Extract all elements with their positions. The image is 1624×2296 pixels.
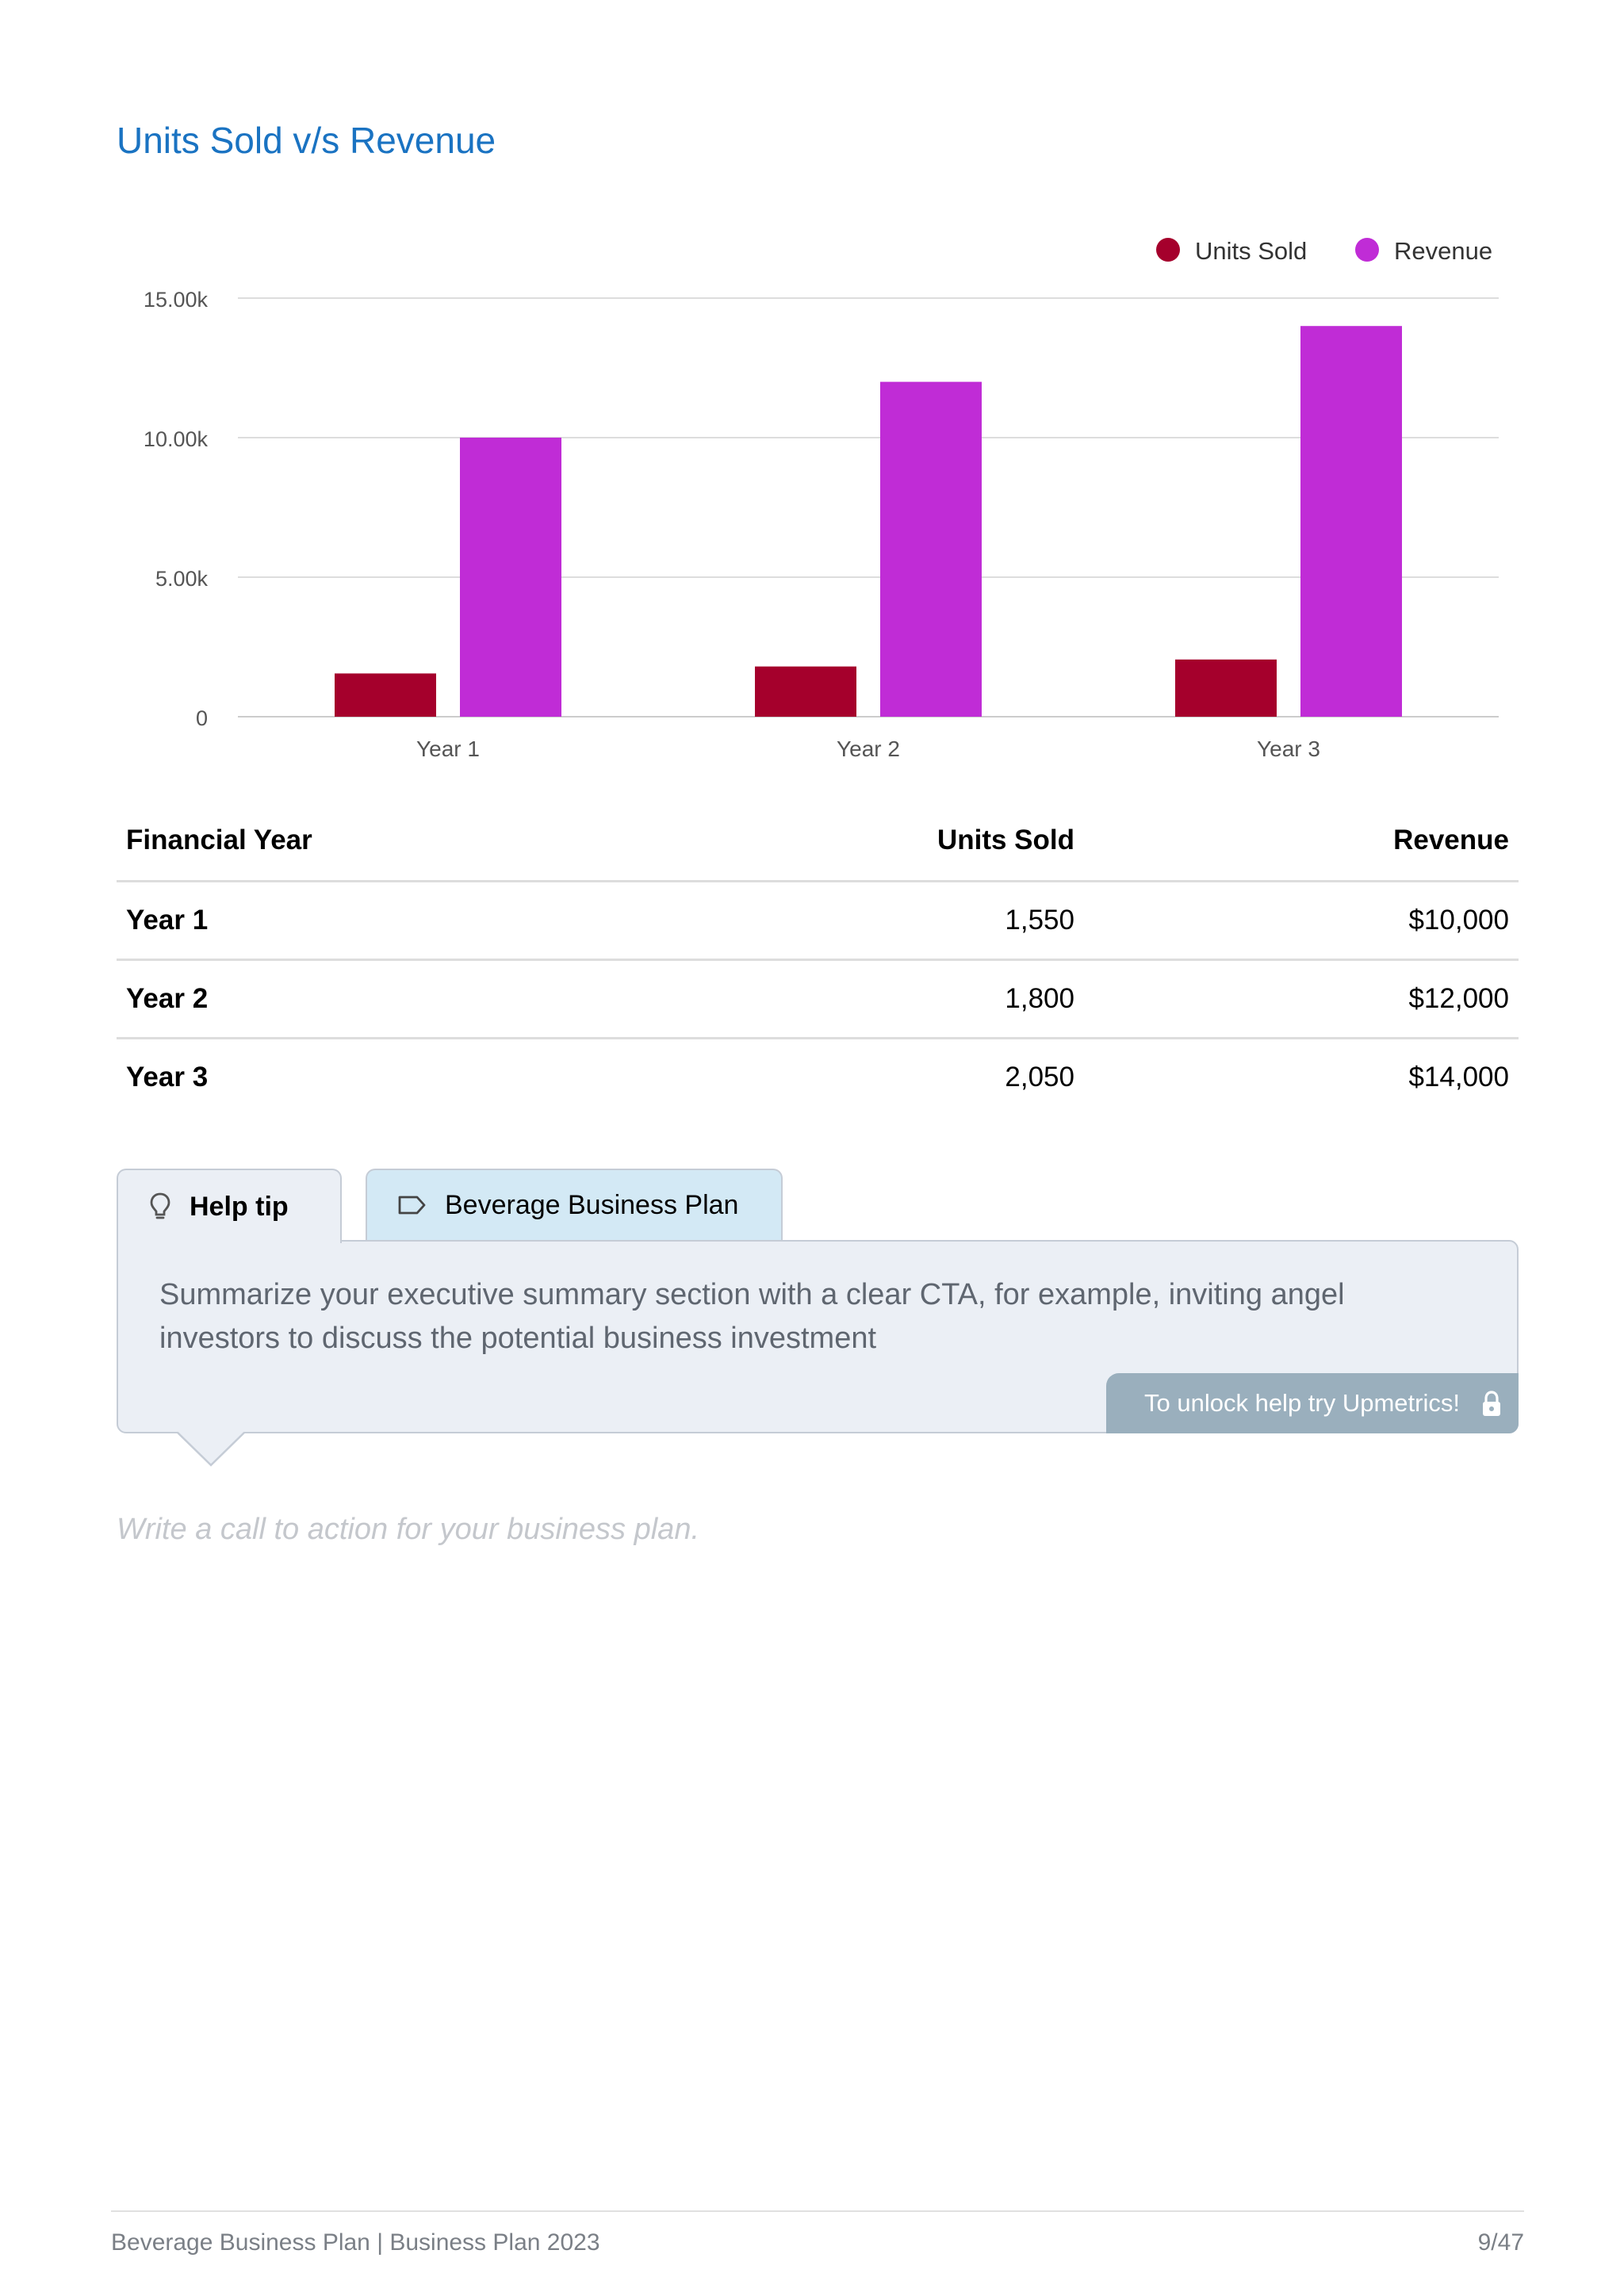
legend-label: Revenue: [1394, 237, 1492, 265]
legend-marker: [1355, 238, 1379, 262]
row-units-sold: 2,050: [1005, 1062, 1074, 1093]
row-year: Year 1: [126, 905, 209, 936]
footer-document-title: Beverage Business Plan | Business Plan 2…: [111, 2229, 600, 2256]
table-row: Year 2 1,800 $12,000: [117, 959, 1519, 1037]
tag-icon: [397, 1194, 427, 1216]
row-year: Year 3: [126, 1062, 209, 1093]
x-tick-label: Year 3: [1257, 737, 1320, 761]
legend-marker: [1156, 238, 1180, 262]
y-tick-label: 15.00k: [144, 288, 209, 312]
y-tick-label: 10.00k: [144, 427, 209, 451]
table-row: Year 1 1,550 $10,000: [117, 882, 1519, 959]
header-financial-year: Financial Year: [126, 825, 312, 855]
bar-revenue: [880, 381, 982, 717]
footer-divider: [111, 2210, 1524, 2212]
x-tick-label: Year 2: [837, 737, 900, 761]
help-tabs: Help tip Beverage Business Plan: [117, 1169, 1519, 1243]
tab-help-tip-label: Help tip: [190, 1191, 289, 1222]
header-units-sold: Units Sold: [936, 825, 1074, 855]
bar-revenue: [460, 438, 561, 717]
lock-icon: [1480, 1391, 1503, 1424]
bar-revenue: [1300, 326, 1402, 717]
section-title: Units Sold v/s Revenue: [117, 120, 496, 161]
row-year: Year 2: [126, 983, 209, 1014]
table-header-row: Financial Year Units Sold Revenue: [117, 801, 1519, 882]
unlock-help-label: To unlock help try Upmetrics!: [1144, 1389, 1460, 1417]
help-tip-panel: Help tip Beverage Business Plan Summariz…: [117, 1169, 1519, 1467]
bar-units-sold: [335, 673, 436, 717]
y-tick-label: 0: [196, 706, 208, 730]
row-units-sold: 1,800: [1005, 983, 1074, 1014]
tab-beverage-business-plan-label: Beverage Business Plan: [445, 1189, 739, 1220]
financial-table: Financial Year Units Sold Revenue Year 1…: [117, 801, 1519, 1115]
x-tick-label: Year 1: [416, 737, 480, 761]
row-revenue: $10,000: [1408, 905, 1509, 936]
tab-beverage-business-plan[interactable]: Beverage Business Plan: [366, 1169, 783, 1240]
help-tip-text: Summarize your executive summary section…: [159, 1278, 1345, 1355]
row-revenue: $12,000: [1408, 983, 1509, 1014]
bar-units-sold: [755, 666, 856, 717]
table-row: Year 3 2,050 $14,000: [117, 1037, 1519, 1115]
help-tip-box: Summarize your executive summary section…: [117, 1240, 1519, 1433]
y-tick-label: 5.00k: [155, 567, 209, 591]
unlock-help-button[interactable]: To unlock help try Upmetrics!: [1106, 1373, 1519, 1433]
cta-input-placeholder[interactable]: Write a call to action for your business…: [117, 1513, 700, 1546]
footer-page-number: 9/47: [1477, 2229, 1524, 2256]
tip-pointer: [177, 1432, 246, 1467]
legend-label: Units Sold: [1195, 237, 1307, 265]
row-units-sold: 1,550: [1005, 905, 1074, 936]
units-revenue-bar-chart: 0 5.00k 10.00k 15.00k Year 1 Year 2 Year 3 Unit…: [144, 237, 1499, 761]
row-revenue: $14,000: [1408, 1062, 1509, 1093]
tab-help-tip[interactable]: Help tip: [117, 1169, 342, 1243]
lightbulb-icon: [148, 1192, 172, 1222]
header-revenue: Revenue: [1393, 825, 1509, 855]
bar-units-sold: [1175, 659, 1277, 717]
